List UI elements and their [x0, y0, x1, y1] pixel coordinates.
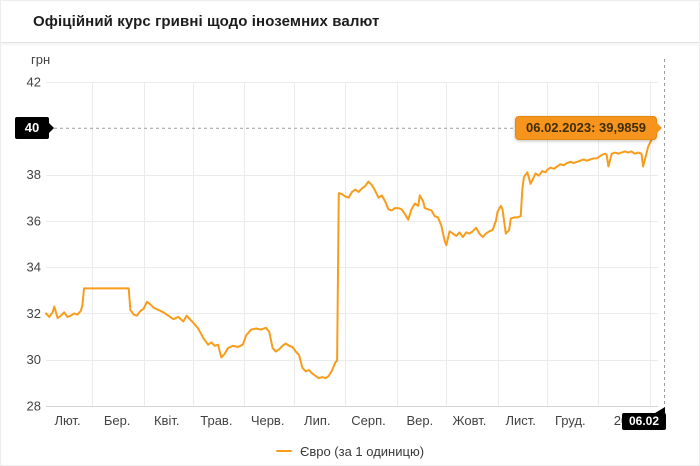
chart-tooltip: 06.02.2023: 39,9859 [515, 116, 662, 140]
legend-label: Євро (за 1 одиницю) [299, 443, 425, 459]
target-value-badge: 40 [15, 117, 54, 139]
x-tick-label: Лист. [506, 413, 536, 428]
y-tick-label: 36 [27, 213, 41, 228]
y-tick-label: 28 [27, 399, 41, 414]
series-line-euro [45, 127, 659, 380]
y-tick-label: 34 [27, 260, 41, 275]
x-tick-label: Квіт. [154, 413, 180, 428]
x-tick-label: Бер. [104, 413, 131, 428]
y-axis-unit-label: грн [31, 52, 51, 67]
legend-item-euro[interactable]: Євро (за 1 одиницю) [275, 443, 425, 459]
legend: Євро (за 1 одиницю) [1, 441, 699, 461]
x-tick-label: Трав. [200, 413, 232, 428]
card-header: Офіційний курс гривні щодо іноземних вал… [1, 1, 699, 43]
x-tick-label: Серп. [351, 413, 386, 428]
x-tick-label: Вер. [406, 413, 433, 428]
x-tick-label: Лют. [54, 413, 80, 428]
y-tick-label: 30 [27, 352, 41, 367]
legend-line-marker-icon [275, 450, 292, 452]
y-tick-label: 32 [27, 306, 41, 321]
x-tick-label: Лип. [304, 413, 330, 428]
current-date-badge: 06.02 [621, 407, 666, 430]
page-title: Офіційний курс гривні щодо іноземних вал… [33, 13, 380, 30]
x-tick-label: Груд. [555, 413, 586, 428]
y-tick-label: 42 [27, 75, 41, 90]
x-tick-label: Жовт. [453, 413, 487, 428]
y-tick-label: 38 [27, 167, 41, 182]
x-tick-label: Черв. [251, 413, 285, 428]
